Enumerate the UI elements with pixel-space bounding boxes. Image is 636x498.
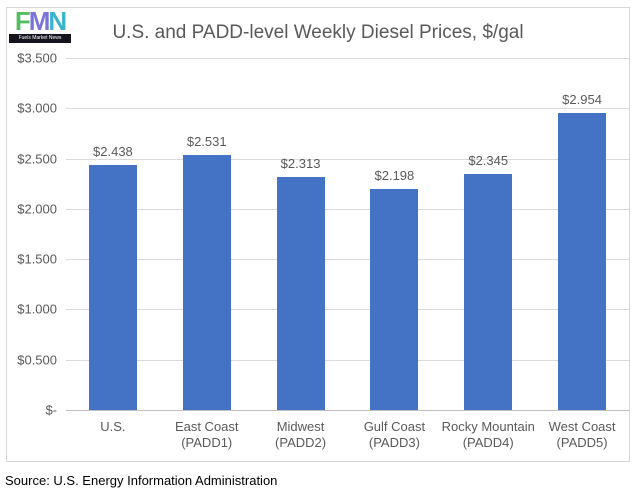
bar-column: $2.954 [535,58,629,410]
bar-columns: $2.438 $2.531 $2.313 $2.198 $2.345 $2.954 [66,58,629,410]
data-label: $2.438 [93,143,133,159]
logo-letter-n: N [48,6,67,36]
plot-area: $3.500 $3.000 $2.500 $2.000 $1.500 $1.000 $0.5… [17,51,629,418]
y-tick-label: $3.500 [17,50,57,66]
x-axis-labels: U.S. East Coast (PADD1) Midwest (PADD2) Gul… [66,419,629,451]
bar [464,174,513,410]
fmn-logo-caption: Fuels Market News [9,34,71,43]
y-tick-label: $2.000 [17,201,57,217]
y-tick-label: $3.000 [17,100,57,116]
bar [88,164,137,410]
gridline [66,259,629,261]
data-label: $2.198 [374,167,415,183]
data-label: $2.345 [468,153,509,169]
logo-letter-m: M [28,6,51,36]
y-tick-label: $2.500 [17,151,57,167]
gridline [66,208,629,210]
chart-title: U.S. and PADD-level Weekly Diesel Prices… [112,22,524,43]
y-tick-label: $1.500 [17,251,57,267]
gridline [66,309,629,311]
logo-letter-f: F [14,6,31,36]
gridline [66,58,629,59]
bar-column: $2.531 [160,58,254,410]
data-label: $2.954 [562,91,602,107]
x-category-label: Rocky Mountain (PADD4) [441,419,535,450]
x-category-label: Midwest (PADD2) [275,419,327,450]
bar [276,177,325,410]
x-category-label: U.S. [100,419,126,434]
y-tick-label: $- [45,402,57,418]
bar [558,112,607,410]
source-note: Source: U.S. Energy Information Administ… [5,473,278,488]
x-category-label: East Coast (PADD1) [174,419,239,450]
bar-column: $2.345 [441,58,535,410]
bar-column: $2.313 [254,58,348,410]
bar [370,188,419,410]
x-category-label: West Coast (PADD5) [548,419,616,450]
data-label: $2.531 [186,134,227,150]
gridline [66,158,629,160]
bar [182,155,231,410]
data-label: $2.313 [280,156,321,172]
y-tick-label: $1.000 [17,301,57,317]
bar-column: $2.198 [347,58,441,410]
gridline [66,108,629,110]
gridline [66,359,629,361]
y-tick-label: $0.500 [17,352,57,368]
x-axis-line [66,410,629,411]
x-category-label: Gulf Coast (PADD3) [363,419,426,450]
bar-column: $2.438 [66,58,160,410]
